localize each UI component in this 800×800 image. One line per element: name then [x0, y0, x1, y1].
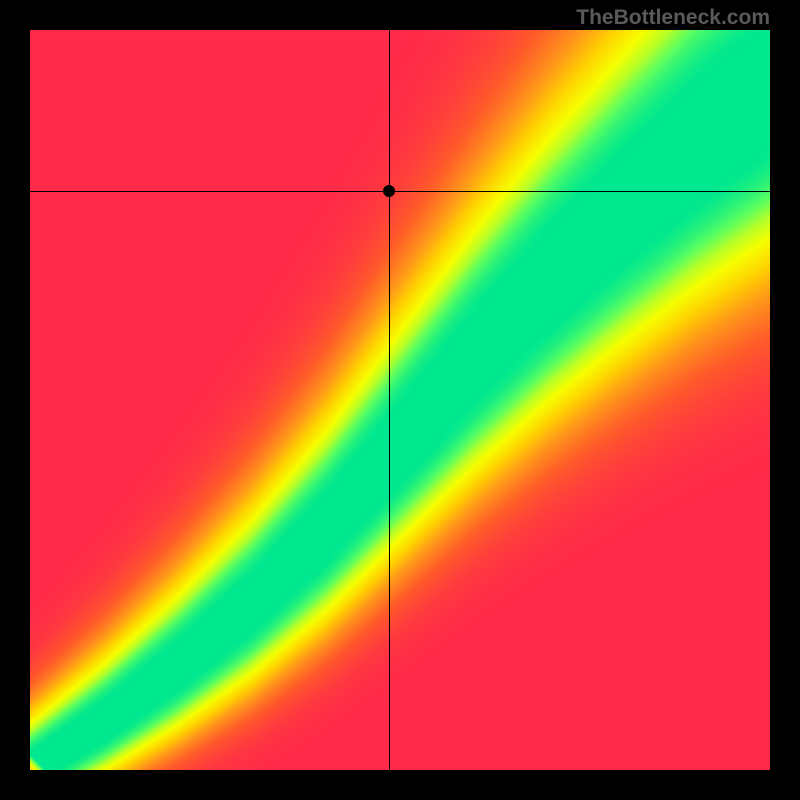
- watermark-text: TheBottleneck.com: [576, 6, 770, 30]
- heatmap-plot: [30, 30, 770, 770]
- heatmap-canvas: [30, 30, 770, 770]
- crosshair-marker: [383, 185, 395, 197]
- crosshair-horizontal: [30, 191, 770, 192]
- crosshair-vertical: [389, 30, 390, 770]
